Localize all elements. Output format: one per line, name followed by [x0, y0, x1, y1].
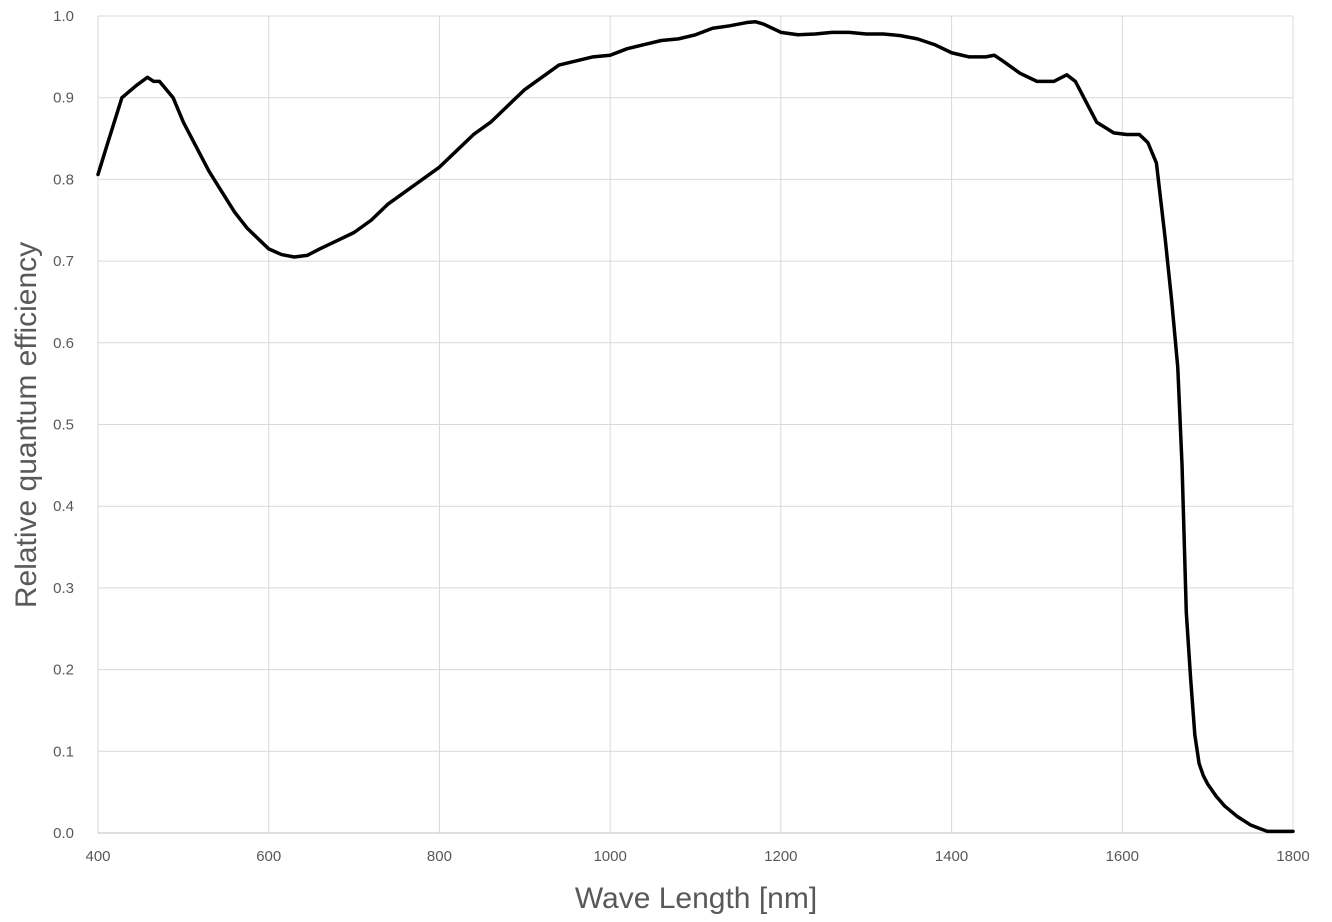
x-axis-title: Wave Length [nm] [575, 882, 817, 915]
series-line [96, 19, 1295, 834]
y-tick-label: 0.3 [53, 580, 74, 597]
x-tick-label: 1200 [764, 848, 797, 865]
y-tick-label: 0.9 [53, 90, 74, 107]
y-axis-title: Relative quantum efficiency [10, 242, 43, 608]
x-tick-label: 800 [427, 848, 452, 865]
x-tick-label: 400 [85, 848, 110, 865]
y-tick-label: 0.1 [53, 743, 74, 760]
x-tick-labels: 400 600 800 1000 1200 1400 1600 1800 [85, 848, 1309, 865]
x-tick-label: 1600 [1106, 848, 1139, 865]
x-tick-label: 600 [256, 848, 281, 865]
x-tick-label: 1400 [935, 848, 968, 865]
y-tick-label: 0.6 [53, 335, 74, 352]
y-tick-label: 0.0 [53, 825, 74, 842]
y-tick-labels: 0.0 0.1 0.2 0.3 0.4 0.5 0.6 0.7 0.8 0.9 1.0 [53, 8, 74, 842]
gridlines [97, 15, 1294, 834]
y-tick-label: 0.5 [53, 417, 74, 434]
plot-area [96, 19, 1295, 834]
y-tick-label: 0.2 [53, 662, 74, 679]
y-tick-label: 0.8 [53, 171, 74, 188]
y-tick-label: 0.7 [53, 253, 74, 270]
x-tick-label: 1800 [1276, 848, 1309, 865]
y-tick-label: 0.4 [53, 498, 74, 515]
y-tick-label: 1.0 [53, 8, 74, 25]
x-tick-label: 1000 [593, 848, 626, 865]
